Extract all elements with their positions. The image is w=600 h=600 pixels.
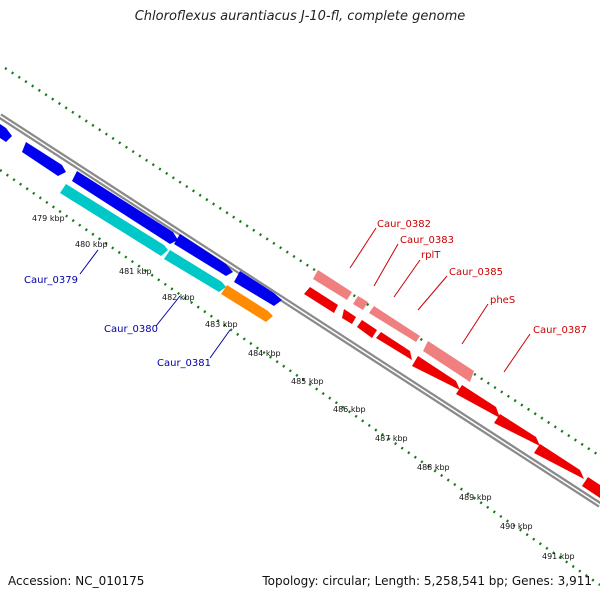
kbp-label: 490 kbp bbox=[500, 522, 533, 531]
kbp-label: 479 kbp bbox=[32, 214, 65, 223]
gene-forward-c[interactable] bbox=[174, 234, 233, 276]
gene-caur0381[interactable] bbox=[221, 285, 273, 322]
gene-reverse-f[interactable] bbox=[456, 385, 500, 418]
gene-caur0380[interactable] bbox=[164, 250, 226, 292]
gene-caur0385[interactable] bbox=[423, 341, 474, 382]
gene-forward-d[interactable] bbox=[234, 271, 282, 306]
kbp-label: 481 kbp bbox=[119, 267, 152, 276]
gene-reverse-a[interactable] bbox=[304, 287, 338, 313]
gene-label-phes[interactable]: pheS bbox=[490, 295, 515, 306]
reverse-genes-light bbox=[313, 270, 474, 382]
gene-label-caur0379[interactable]: Caur_0379 bbox=[24, 275, 78, 286]
kbp-label: 489 kbp bbox=[459, 493, 492, 502]
outer-tick-track bbox=[4, 66, 600, 458]
gene-reverse-c[interactable] bbox=[357, 320, 377, 338]
accession-label: Accession: NC_010175 bbox=[8, 574, 145, 588]
forward-label-leaders bbox=[79, 249, 231, 359]
forward-genes bbox=[0, 124, 282, 306]
reverse-gene-labels: Caur_0382 Caur_0383 rplT Caur_0385 pheS … bbox=[377, 219, 587, 336]
kbp-label: 491 kbp bbox=[542, 552, 575, 561]
gene-rplT[interactable] bbox=[369, 306, 420, 342]
gene-forward-b[interactable] bbox=[72, 171, 178, 244]
gene-phes[interactable] bbox=[412, 356, 460, 390]
gene-reverse-h[interactable] bbox=[534, 444, 584, 479]
map-title: Chloroflexus aurantiacus J-10-fl, comple… bbox=[134, 9, 466, 24]
gene-reverse-b[interactable] bbox=[342, 309, 356, 324]
gene-label-caur0380[interactable]: Caur_0380 bbox=[104, 324, 158, 335]
gene-caur0383[interactable] bbox=[353, 296, 368, 310]
kbp-label: 488 kbp bbox=[417, 463, 450, 472]
gene-caur0379[interactable] bbox=[60, 184, 168, 256]
gene-label-caur0381[interactable]: Caur_0381 bbox=[157, 358, 211, 369]
kbp-label: 485 kbp bbox=[291, 377, 324, 386]
gene-caur0382[interactable] bbox=[313, 270, 352, 300]
gene-forward-partial[interactable] bbox=[0, 124, 12, 142]
reverse-label-leaders bbox=[349, 227, 531, 373]
gene-reverse-d[interactable] bbox=[376, 332, 412, 360]
kbp-label: 486 kbp bbox=[333, 405, 366, 414]
gene-label-caur0382[interactable]: Caur_0382 bbox=[377, 219, 431, 230]
gene-reverse-i[interactable] bbox=[582, 477, 600, 498]
gene-label-caur0385[interactable]: Caur_0385 bbox=[449, 267, 503, 278]
forward-genes-row2 bbox=[60, 184, 273, 322]
kbp-label: 487 kbp bbox=[375, 434, 408, 443]
kbp-label: 480 kbp bbox=[75, 240, 108, 249]
gene-label-rplt[interactable]: rplT bbox=[421, 250, 441, 261]
gene-caur0387[interactable] bbox=[494, 414, 540, 446]
genome-summary: Topology: circular; Length: 5,258,541 bp… bbox=[262, 574, 592, 588]
reverse-genes-red bbox=[304, 287, 600, 498]
gene-label-caur0387[interactable]: Caur_0387 bbox=[533, 325, 587, 336]
gene-forward-a[interactable] bbox=[22, 142, 66, 176]
kbp-label: 483 kbp bbox=[205, 320, 238, 329]
gene-label-caur0383[interactable]: Caur_0383 bbox=[400, 235, 454, 246]
forward-gene-labels: Caur_0379 Caur_0380 Caur_0381 bbox=[24, 275, 211, 369]
inner-tick-track bbox=[0, 168, 600, 587]
kbp-label: 484 kbp bbox=[248, 349, 281, 358]
genome-backbone bbox=[0, 113, 600, 508]
